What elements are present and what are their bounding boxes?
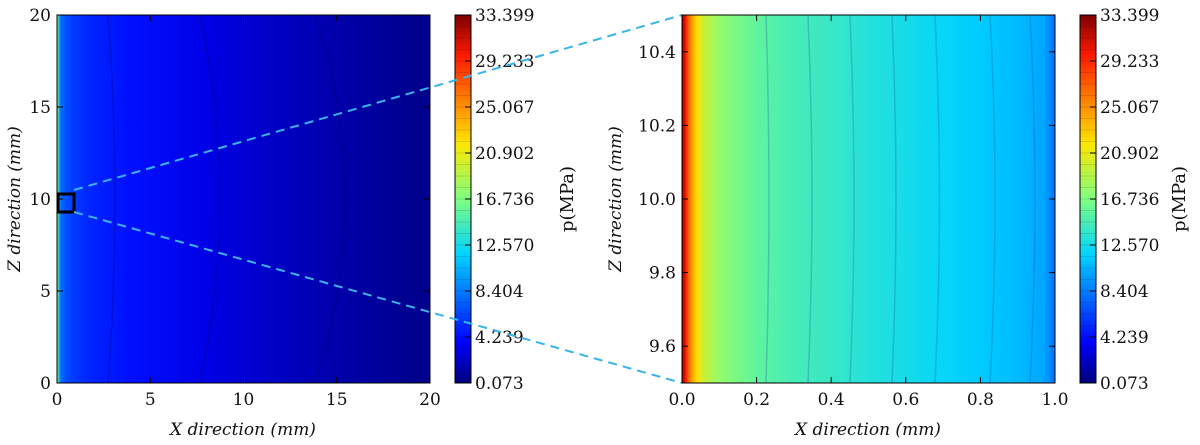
left-colorbar-ticks: 33.399 29.233 25.067 20.902 16.736 12.570 8.40… — [465, 6, 534, 394]
left-x-tick-label: 15 — [326, 390, 348, 410]
left-colorbar-tick-label: 25.067 — [475, 98, 534, 118]
left-y-tick-label: 0 — [40, 374, 51, 394]
left-y-tick-label: 15 — [29, 98, 51, 118]
right-y-tick-label: 9.8 — [649, 264, 676, 284]
left-heatmap-field — [57, 15, 430, 383]
zoom-connector-lines — [73, 14, 683, 384]
right-x-ticks: 0.0 0.2 0.4 0.6 0.8 1.0 — [668, 15, 1069, 410]
left-y-axis-label: Z direction (mm) — [5, 126, 25, 273]
right-y-tick-label: 10.4 — [638, 43, 676, 63]
zoom-connector-bottom — [73, 211, 683, 384]
left-x-tick-label: 0 — [52, 390, 63, 410]
right-heatmap-field — [682, 15, 1055, 383]
right-panel: 0.0 0.2 0.4 0.6 0.8 1.0 9.6 9.8 10.0 10.2 10.4 X … — [606, 14, 1069, 440]
left-colorbar-label: p(MPa) — [557, 166, 578, 232]
right-colorbar-tick-label: 33.399 — [1100, 6, 1159, 26]
zoom-connector-top — [73, 14, 683, 191]
right-contour-bands — [765, 15, 1036, 383]
right-x-tick-label: 0.0 — [668, 390, 695, 410]
left-y-tick-label: 10 — [29, 190, 51, 210]
right-y-tick-label: 9.6 — [649, 337, 676, 357]
right-colorbar-tick-label: 20.902 — [1100, 144, 1159, 164]
left-colorbar-tick-label: 0.073 — [475, 374, 524, 394]
left-colorbar: 33.399 29.233 25.067 20.902 16.736 12.570 8.40… — [454, 6, 578, 394]
right-colorbar-tick-label: 4.239 — [1100, 328, 1149, 348]
right-y-tick-label: 10.2 — [638, 116, 676, 136]
left-colorbar-tick-label: 8.404 — [475, 282, 524, 302]
left-colorbar-tick-label: 12.570 — [475, 236, 534, 256]
zoom-region-box — [56, 192, 76, 214]
left-x-tick-label: 10 — [233, 390, 255, 410]
left-colorbar-tick-label: 29.233 — [475, 52, 534, 72]
right-x-tick-label: 0.6 — [892, 390, 919, 410]
right-y-axis-label: Z direction (mm) — [606, 126, 626, 273]
right-colorbar-label: p(MPa) — [1169, 166, 1190, 232]
right-y-tick-label: 10.0 — [638, 190, 676, 210]
right-colorbar-tick-label: 12.570 — [1100, 236, 1159, 256]
right-colorbar-ticks: 33.399 29.233 25.067 20.902 16.736 12.570 8.40… — [1090, 6, 1159, 394]
left-colorbar-tick-label: 33.399 — [475, 6, 534, 26]
left-y-tick-label: 20 — [29, 6, 51, 26]
right-x-axis-label: X direction (mm) — [793, 420, 941, 440]
right-colorbar-tick-label: 16.736 — [1100, 190, 1159, 210]
left-colorbar-tick-label: 20.902 — [475, 144, 534, 164]
right-y-ticks: 9.6 9.8 10.0 10.2 10.4 — [638, 43, 1055, 357]
left-contour-bands — [107, 15, 346, 383]
left-x-axis-label: X direction (mm) — [168, 420, 316, 440]
left-colorbar-tick-label: 16.736 — [475, 190, 534, 210]
right-colorbar: 33.399 29.233 25.067 20.902 16.736 12.570 8.40… — [1079, 6, 1190, 394]
right-colorbar-tick-label: 25.067 — [1100, 98, 1159, 118]
right-x-tick-label: 0.4 — [818, 390, 845, 410]
right-x-tick-label: 0.8 — [967, 390, 994, 410]
left-x-ticks: 0 5 10 15 20 — [52, 15, 441, 410]
left-x-tick-label: 5 — [145, 390, 156, 410]
right-colorbar-tick-label: 0.073 — [1100, 374, 1149, 394]
left-y-tick-label: 5 — [40, 282, 51, 302]
left-panel: 0 5 10 15 20 0 5 10 15 20 X direction (mm) Z dir… — [5, 6, 441, 440]
right-x-tick-label: 0.2 — [743, 390, 770, 410]
left-y-ticks: 0 5 10 15 20 — [29, 6, 430, 394]
right-colorbar-tick-label: 29.233 — [1100, 52, 1159, 72]
left-x-tick-label: 20 — [419, 390, 441, 410]
left-colorbar-tick-label: 4.239 — [475, 328, 524, 348]
right-colorbar-tick-label: 8.404 — [1100, 282, 1149, 302]
right-x-tick-label: 1.0 — [1041, 390, 1068, 410]
